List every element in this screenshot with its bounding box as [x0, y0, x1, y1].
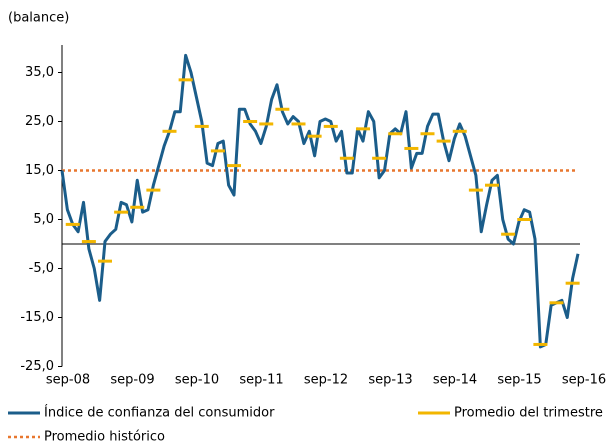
- y-tick-label: -5,0: [29, 261, 54, 276]
- y-tick-label: 15,0: [25, 163, 54, 178]
- legend-label: Índice de confianza del consumidor: [44, 405, 275, 421]
- series-line: [60, 53, 580, 349]
- x-tick-label: sep-13: [368, 373, 412, 388]
- x-tick-label: sep-15: [497, 373, 541, 388]
- x-tick-label: sep-09: [110, 373, 154, 388]
- y-tick-label: 35,0: [25, 65, 54, 80]
- y-axis-label: (balance): [8, 11, 69, 26]
- y-tick-label: 5,0: [33, 212, 54, 227]
- x-tick-label: sep-16: [562, 373, 606, 388]
- x-tick-label: sep-10: [175, 373, 219, 388]
- legend-label: Promedio del trimestre: [454, 406, 603, 421]
- x-tick-label: sep-11: [239, 373, 283, 388]
- y-tick-label: -25,0: [20, 359, 54, 374]
- x-tick-label: sep-12: [304, 373, 348, 388]
- legend-label: Promedio histórico: [44, 430, 165, 444]
- x-tick-label: sep-14: [433, 373, 477, 388]
- y-tick-label: -15,0: [20, 310, 54, 325]
- y-tick-label: 25,0: [25, 114, 54, 129]
- x-tick-label: sep-08: [46, 373, 90, 388]
